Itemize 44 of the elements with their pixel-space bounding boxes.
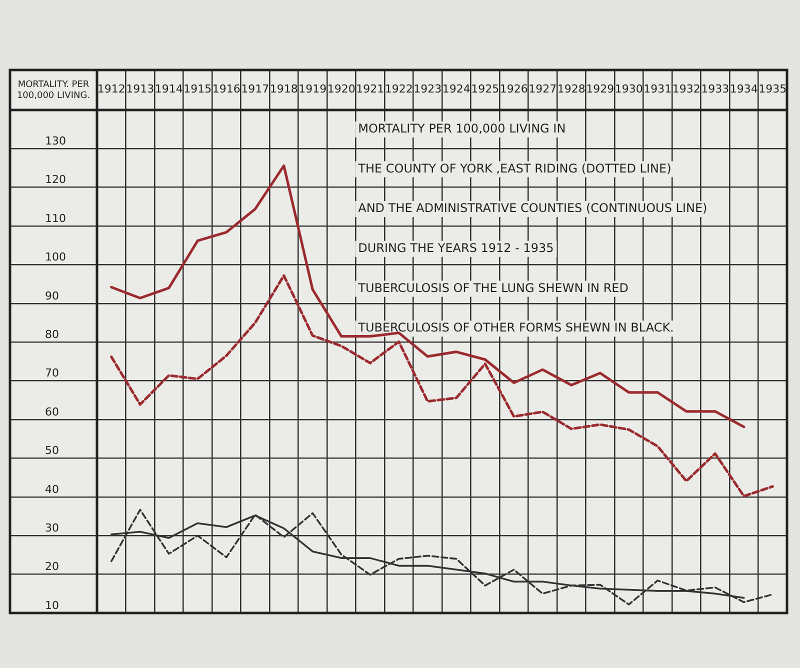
annotation: DURING THE YEARS 1912 - 1935	[358, 241, 554, 256]
y-tick-label: 80	[45, 328, 59, 342]
annotation: THE COUNTY OF YORK ,EAST RIDING (DOTTED LINE)	[357, 161, 672, 176]
y-tick-label: 20	[45, 560, 59, 574]
y-tick-label: 90	[45, 289, 59, 302]
y-tick-label: 30	[45, 521, 59, 534]
x-tick-label: 1916	[212, 82, 240, 96]
x-tick-label: 1930	[614, 82, 643, 96]
y-tick-label: 70	[45, 366, 59, 380]
y-tick-label: 10	[45, 598, 59, 612]
x-tick-label: 1929	[586, 82, 614, 96]
x-tick-label: 1914	[154, 82, 183, 96]
x-tick-label: 1927	[528, 82, 557, 96]
x-tick-label: 1912	[97, 82, 126, 96]
y-tick-label: 50	[45, 444, 59, 458]
y-tick-label: 110	[45, 212, 66, 225]
y-tick-label: 60	[45, 405, 59, 418]
annotation: AND THE ADMINISTRATIVE COUNTIES (CONTINUOUS LINE)	[358, 201, 708, 216]
x-tick-label: 1928	[557, 82, 586, 96]
x-tick-label: 1933	[701, 82, 730, 96]
x-tick-label: 1926	[500, 82, 528, 96]
x-tick-label: 1921	[356, 82, 384, 96]
annotation: TUBERCULOSIS OF OTHER FORMS SHEWN IN BLACK.	[357, 320, 674, 335]
annotation: TUBERCULOSIS OF THE LUNG SHEWN IN RED	[357, 280, 628, 295]
x-tick-label: 1920	[327, 82, 356, 96]
x-tick-label: 1917	[241, 82, 270, 96]
x-tick-label: 1924	[442, 82, 470, 96]
x-tick-label: 1919	[298, 82, 327, 96]
x-tick-label: 1931	[644, 82, 672, 96]
x-tick-label: 1935	[758, 82, 787, 96]
y-tick-label: 130	[45, 134, 66, 148]
x-tick-label: 1913	[126, 82, 154, 96]
annotation: MORTALITY PER 100,000 LIVING IN	[358, 121, 566, 136]
x-tick-label: 1925	[471, 82, 500, 96]
x-tick-label: 1923	[414, 82, 442, 96]
x-tick-label: 1915	[184, 82, 212, 96]
y-tick-label: 40	[45, 482, 59, 496]
x-tick-label: 1918	[270, 82, 298, 96]
x-tick-label: 1932	[672, 82, 700, 96]
y-tick-label: 100	[45, 250, 66, 264]
x-tick-label: 1922	[384, 82, 413, 96]
y-axis-title: MORTALITY. PER 100,000 LIVING.	[16, 80, 90, 101]
y-tick-label: 120	[45, 173, 66, 186]
x-tick-label: 1934	[730, 82, 758, 96]
